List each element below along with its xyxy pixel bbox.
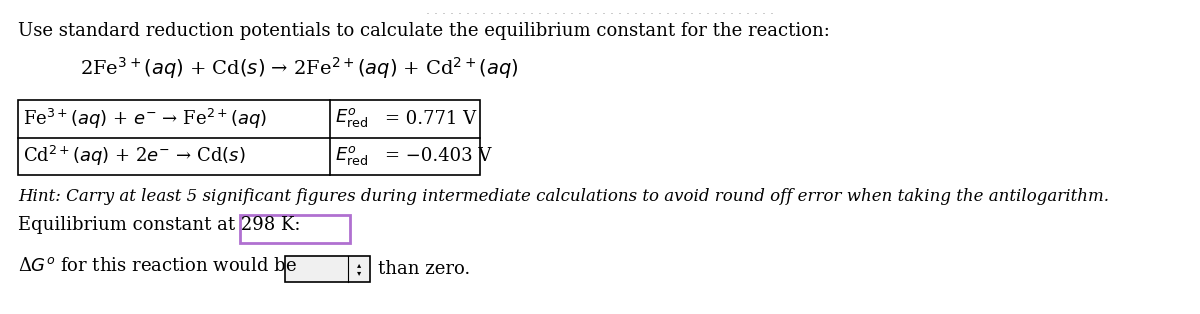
Bar — [240, 215, 350, 243]
Text: $E^{o}_{\mathrm{red}}$: $E^{o}_{\mathrm{red}}$ — [335, 145, 368, 168]
Text: Δ$G^{o}$ for this reaction would be: Δ$G^{o}$ for this reaction would be — [18, 257, 296, 275]
Text: Cd$^{2+}$$(aq)$ + 2$e^{-}$ → Cd$(s)$: Cd$^{2+}$$(aq)$ + 2$e^{-}$ → Cd$(s)$ — [23, 144, 246, 168]
Text: than zero.: than zero. — [378, 260, 470, 278]
Text: Fe$^{3+}$$(aq)$ + $e^{-}$ → Fe$^{2+}$$(aq)$: Fe$^{3+}$$(aq)$ + $e^{-}$ → Fe$^{2+}$$(a… — [23, 107, 268, 131]
Bar — [286, 256, 370, 282]
Text: ▴: ▴ — [356, 261, 361, 269]
Text: ▾: ▾ — [356, 268, 361, 278]
Text: Use standard reduction potentials to calculate the equilibrium constant for the : Use standard reduction potentials to cal… — [18, 22, 830, 40]
Text: = −0.403 V: = −0.403 V — [385, 147, 491, 165]
Text: $E^{o}_{\mathrm{red}}$: $E^{o}_{\mathrm{red}}$ — [335, 107, 368, 130]
Bar — [18, 100, 480, 175]
Text: Equilibrium constant at 298 K:: Equilibrium constant at 298 K: — [18, 216, 300, 234]
Text: 2Fe$^{3+}$$(aq)$ + Cd$(s)$ → 2Fe$^{2+}$$(aq)$ + Cd$^{2+}$$(aq)$: 2Fe$^{3+}$$(aq)$ + Cd$(s)$ → 2Fe$^{2+}$$… — [80, 55, 518, 81]
Text: Hint: Carry at least 5 significant figures during intermediate calculations to a: Hint: Carry at least 5 significant figur… — [18, 188, 1109, 205]
Text: = 0.771 V: = 0.771 V — [385, 110, 476, 128]
Text: · · · · · · · · · · · · · · · · · · · · · · · · · · · · · · · · · · · · · · · · : · · · · · · · · · · · · · · · · · · · · … — [426, 8, 774, 21]
